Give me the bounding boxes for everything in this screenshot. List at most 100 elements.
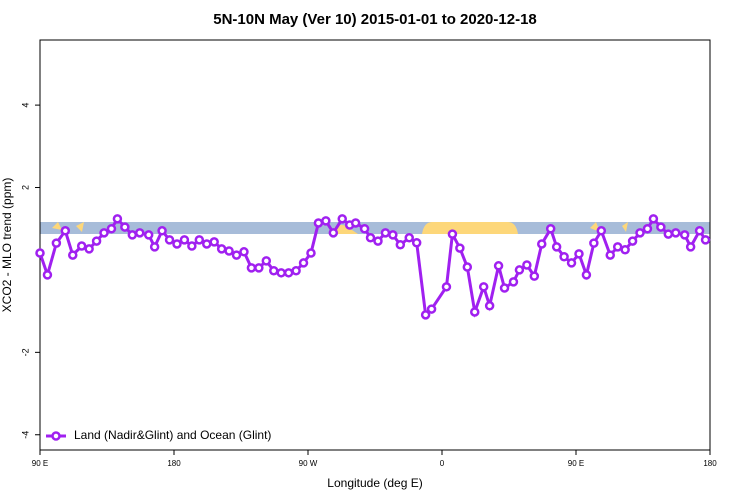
x-tick-label: 0	[440, 459, 445, 468]
data-point	[656, 222, 666, 232]
data-point	[700, 235, 711, 245]
data-point	[106, 223, 117, 234]
data-point	[84, 244, 94, 254]
data-point	[91, 236, 102, 246]
x-tick-label: 90 E	[32, 459, 48, 468]
data-point	[551, 242, 562, 252]
data-point	[276, 268, 286, 278]
x-axis-label: Longitude (deg E)	[327, 476, 422, 490]
data-point	[426, 304, 437, 314]
data-point	[254, 263, 264, 273]
data-point	[455, 243, 465, 253]
data-point	[216, 244, 227, 254]
data-point	[642, 223, 653, 234]
data-point	[380, 228, 391, 238]
data-point	[194, 235, 205, 245]
data-point	[620, 244, 630, 255]
data-point	[388, 230, 398, 240]
data-point	[164, 235, 175, 245]
data-point	[42, 270, 53, 280]
data-point	[522, 260, 532, 270]
data-point	[76, 241, 87, 251]
data-point	[202, 239, 212, 249]
data-point	[514, 265, 525, 275]
x-tick-label: 180	[703, 459, 717, 468]
data-point	[209, 237, 219, 247]
data-point	[224, 246, 234, 256]
chart-title: 5N-10N May (Ver 10) 2015-01-01 to 2020-1…	[213, 11, 537, 28]
data-point	[172, 239, 182, 249]
data-point	[404, 233, 414, 243]
data-point	[559, 251, 569, 262]
data-point	[306, 248, 316, 258]
data-point	[447, 229, 458, 239]
data-point	[359, 223, 370, 234]
data-point	[581, 270, 592, 280]
data-point	[685, 242, 696, 252]
data-point	[283, 268, 294, 278]
data-point	[663, 229, 674, 239]
data-point	[470, 307, 480, 317]
x-tick-label: 90 W	[299, 459, 318, 468]
data-point	[529, 271, 540, 281]
y-tick-label: -2	[20, 348, 30, 356]
y-tick-label: 2	[20, 185, 30, 190]
data-point	[605, 250, 615, 260]
data-point	[545, 223, 556, 234]
data-point	[143, 230, 154, 240]
x-tick-label: 90 E	[568, 459, 584, 468]
data-point	[478, 282, 489, 292]
data-point	[612, 242, 623, 252]
data-point	[291, 266, 301, 276]
data-point	[365, 233, 376, 243]
x-tick-label: 180	[167, 459, 181, 468]
data-point	[269, 266, 279, 276]
surface-band	[40, 222, 710, 234]
data-point	[566, 258, 577, 268]
data-point	[157, 226, 167, 236]
data-point	[112, 214, 123, 224]
land-band	[422, 222, 518, 234]
data-point	[493, 261, 504, 271]
data-point	[635, 228, 645, 238]
data-point	[35, 248, 45, 258]
ocean-band	[40, 222, 710, 234]
data-point	[508, 277, 519, 287]
y-axis-label: XCO2 - MLO trend (ppm)	[0, 178, 14, 313]
data-point	[395, 240, 406, 250]
data-point	[231, 250, 242, 260]
data-point	[337, 214, 347, 224]
data-point	[589, 238, 599, 248]
data-point	[411, 237, 422, 248]
data-point	[441, 282, 452, 292]
data-point	[120, 222, 130, 232]
data-point	[484, 301, 495, 311]
data-point	[135, 228, 145, 238]
data-point	[328, 228, 339, 238]
data-point	[149, 242, 160, 252]
data-point	[679, 230, 690, 240]
data-point	[179, 235, 190, 245]
data-point	[298, 258, 309, 268]
data-point	[127, 230, 138, 240]
data-point	[671, 228, 681, 238]
data-point	[462, 262, 473, 272]
data-point	[51, 238, 62, 248]
data-point	[648, 214, 659, 224]
y-tick-label: -4	[20, 431, 30, 439]
y-tick-label: 4	[20, 103, 30, 108]
data-point	[574, 249, 584, 259]
data-point	[313, 218, 324, 228]
data-point	[187, 241, 197, 251]
data-point	[321, 216, 331, 226]
legend-label: Land (Nadir&Glint) and Ocean (Glint)	[74, 428, 271, 442]
data-point	[596, 226, 607, 236]
data-point	[420, 310, 431, 320]
data-point	[627, 236, 638, 246]
data-point	[499, 283, 510, 293]
data-point	[246, 263, 257, 273]
data-point	[99, 228, 109, 238]
data-point	[239, 247, 249, 257]
legend-marker	[51, 431, 61, 441]
